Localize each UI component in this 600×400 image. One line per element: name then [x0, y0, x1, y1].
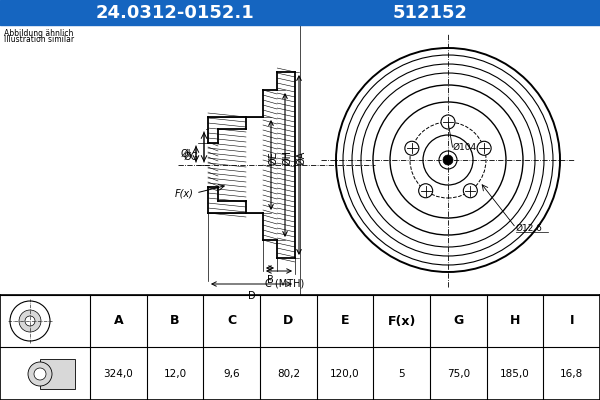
Text: ØI: ØI — [181, 149, 191, 159]
Bar — [0, 0, 600, 25]
Text: 80,2: 80,2 — [277, 369, 300, 379]
Text: 120,0: 120,0 — [330, 369, 360, 379]
Text: 16,8: 16,8 — [560, 369, 583, 379]
Text: Ate: Ate — [394, 116, 467, 154]
Text: 9,6: 9,6 — [223, 369, 240, 379]
Circle shape — [34, 368, 46, 380]
Text: G: G — [453, 314, 463, 328]
Text: ØE: ØE — [268, 151, 278, 165]
Circle shape — [19, 310, 41, 332]
Bar — [40, 359, 75, 389]
Circle shape — [28, 362, 52, 386]
Bar — [277, 72, 295, 258]
Text: Illustration similar: Illustration similar — [4, 35, 74, 44]
Text: F(x): F(x) — [175, 188, 194, 198]
Bar — [0, 295, 600, 400]
Text: ØA: ØA — [296, 151, 306, 165]
Text: D: D — [283, 314, 293, 328]
Text: 24.0312-0152.1: 24.0312-0152.1 — [95, 4, 254, 22]
Text: 75,0: 75,0 — [447, 369, 470, 379]
Text: Ø12,6: Ø12,6 — [516, 224, 543, 232]
Circle shape — [463, 184, 478, 198]
Text: 185,0: 185,0 — [500, 369, 530, 379]
Text: H: H — [510, 314, 520, 328]
Text: I: I — [569, 314, 574, 328]
Circle shape — [336, 48, 560, 272]
Circle shape — [443, 155, 453, 165]
Circle shape — [405, 141, 419, 155]
Text: ØG: ØG — [184, 152, 199, 162]
Text: B: B — [266, 275, 274, 285]
Circle shape — [477, 141, 491, 155]
Circle shape — [441, 115, 455, 129]
Text: 324,0: 324,0 — [103, 369, 133, 379]
Circle shape — [25, 316, 35, 326]
Text: F(x): F(x) — [388, 314, 416, 328]
Bar — [0, 25, 600, 295]
Text: C: C — [227, 314, 236, 328]
Text: 12,0: 12,0 — [163, 369, 187, 379]
Text: 5: 5 — [398, 369, 405, 379]
Text: E: E — [341, 314, 349, 328]
Text: C (MTH): C (MTH) — [265, 278, 304, 288]
Text: Ø104: Ø104 — [453, 143, 477, 152]
Text: Abbildung ähnlich: Abbildung ähnlich — [4, 29, 73, 38]
Text: A: A — [113, 314, 123, 328]
Circle shape — [10, 301, 50, 341]
Text: D: D — [248, 291, 256, 301]
Text: ØH: ØH — [282, 150, 292, 165]
Text: B: B — [170, 314, 180, 328]
Text: 512152: 512152 — [392, 4, 467, 22]
Circle shape — [419, 184, 433, 198]
